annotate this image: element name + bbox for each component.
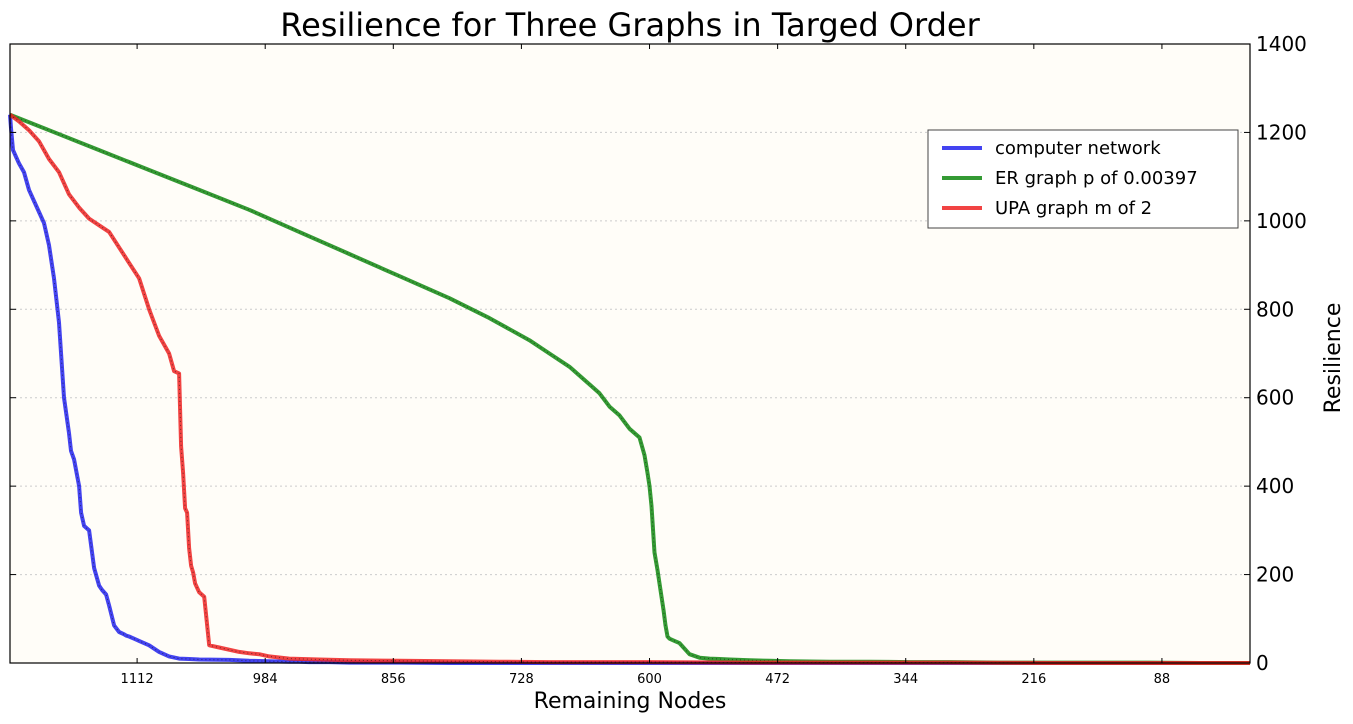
y-tick-label: 1000	[1256, 209, 1307, 233]
axis-ticks: 1112 984 856 728 600 472 344 216 88 0 200 400 600 800…	[10, 32, 1307, 687]
x-tick-label: 216	[1021, 672, 1046, 687]
x-tick-label: 600	[637, 672, 662, 687]
legend: computer network ER graph p of 0.00397 UPA…	[927, 129, 1239, 229]
legend-label: computer network	[995, 138, 1161, 159]
plot-frame	[9, 43, 1251, 664]
x-axis-label: Remaining Nodes	[534, 689, 727, 714]
x-tick-label: 472	[765, 672, 790, 687]
grid-lines	[10, 131, 1250, 576]
x-tick-label: 88	[1154, 672, 1171, 687]
y-tick-label: 0	[1256, 651, 1269, 675]
x-tick-label: 1112	[121, 672, 154, 687]
legend-label: UPA graph m of 2	[995, 198, 1152, 219]
y-tick-label: 1200	[1256, 120, 1307, 144]
y-axis-label: Resilience	[1321, 303, 1346, 414]
y-tick-label: 600	[1256, 386, 1294, 410]
x-tick-label: 984	[253, 672, 278, 687]
series-markers-2	[9, 114, 1250, 664]
chart-title: Resilience for Three Graphs in Targed Or…	[280, 6, 980, 44]
y-tick-label: 800	[1256, 297, 1294, 321]
x-tick-label: 728	[509, 672, 534, 687]
y-tick-label: 1400	[1256, 32, 1307, 56]
y-tick-label: 200	[1256, 563, 1294, 587]
x-tick-label: 856	[381, 672, 406, 687]
series-line-0	[8, 114, 1250, 665]
y-tick-label: 400	[1256, 474, 1294, 498]
data-series	[8, 112, 1250, 665]
legend-label: ER graph p of 0.00397	[995, 168, 1198, 189]
x-tick-label: 344	[893, 672, 918, 687]
